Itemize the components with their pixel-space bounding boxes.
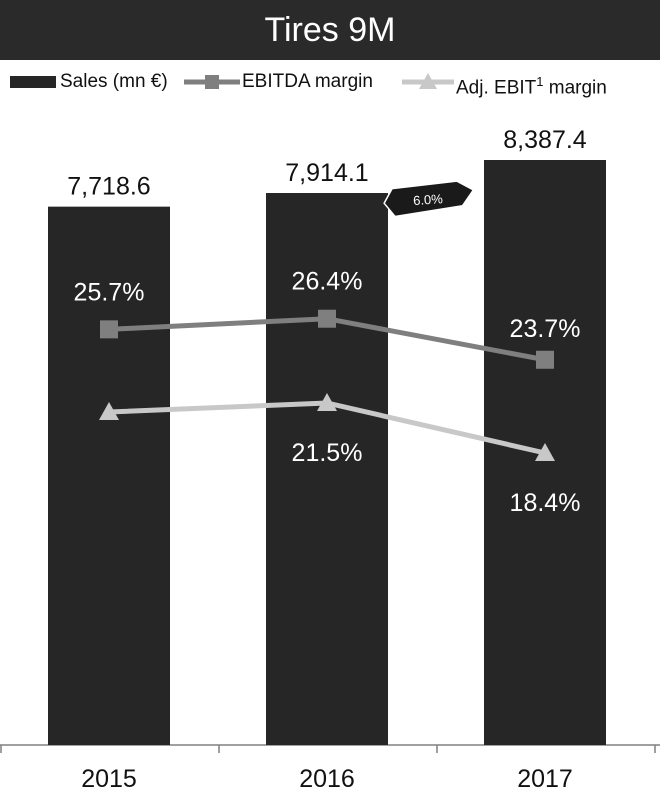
x-tick-label-2017: 2017 (517, 765, 573, 792)
bar-sales-2016 (266, 193, 388, 745)
legend-label-sales: Sales (mn €) (60, 71, 168, 92)
ebitda-value-label: 25.7% (74, 278, 145, 306)
growth-callout: 6.0% (383, 180, 475, 218)
legend-swatch-sales (10, 76, 56, 88)
legend-swatch-ebitda (184, 75, 240, 89)
point-ebitda (536, 350, 554, 369)
bar-value-label: 8,387.4 (503, 126, 587, 154)
point-adj-ebit (99, 402, 119, 420)
title-bar (0, 0, 660, 60)
ebitda-value-label: 26.4% (292, 268, 363, 296)
adj-ebit-value-label: 21.5% (292, 439, 363, 467)
legend-label-ebit: Adj. EBIT1 margin (456, 74, 607, 99)
chart-title: Tires 9M (264, 11, 396, 49)
point-ebitda (318, 309, 336, 328)
x-tick-label-2015: 2015 (81, 765, 137, 792)
point-adj-ebit (535, 443, 555, 461)
adj-ebit-value-label: 18.4% (510, 489, 581, 517)
legend-label-ebitda: EBITDA margin (242, 71, 373, 92)
ebitda-value-label: 23.7% (510, 315, 581, 343)
x-tick-label-2016: 2016 (299, 765, 355, 792)
point-ebitda (100, 320, 118, 339)
legend: Sales (mn €) EBITDA margin Adj. EBIT1 ma… (0, 68, 660, 98)
bar-value-label: 7,914.1 (285, 159, 368, 187)
legend-swatch-ebit (402, 73, 454, 89)
point-adj-ebit (317, 393, 337, 411)
bar-value-label: 7,718.6 (67, 173, 150, 201)
growth-callout-text: 6.0% (413, 191, 444, 208)
bar-sales-2015 (48, 206, 170, 746)
